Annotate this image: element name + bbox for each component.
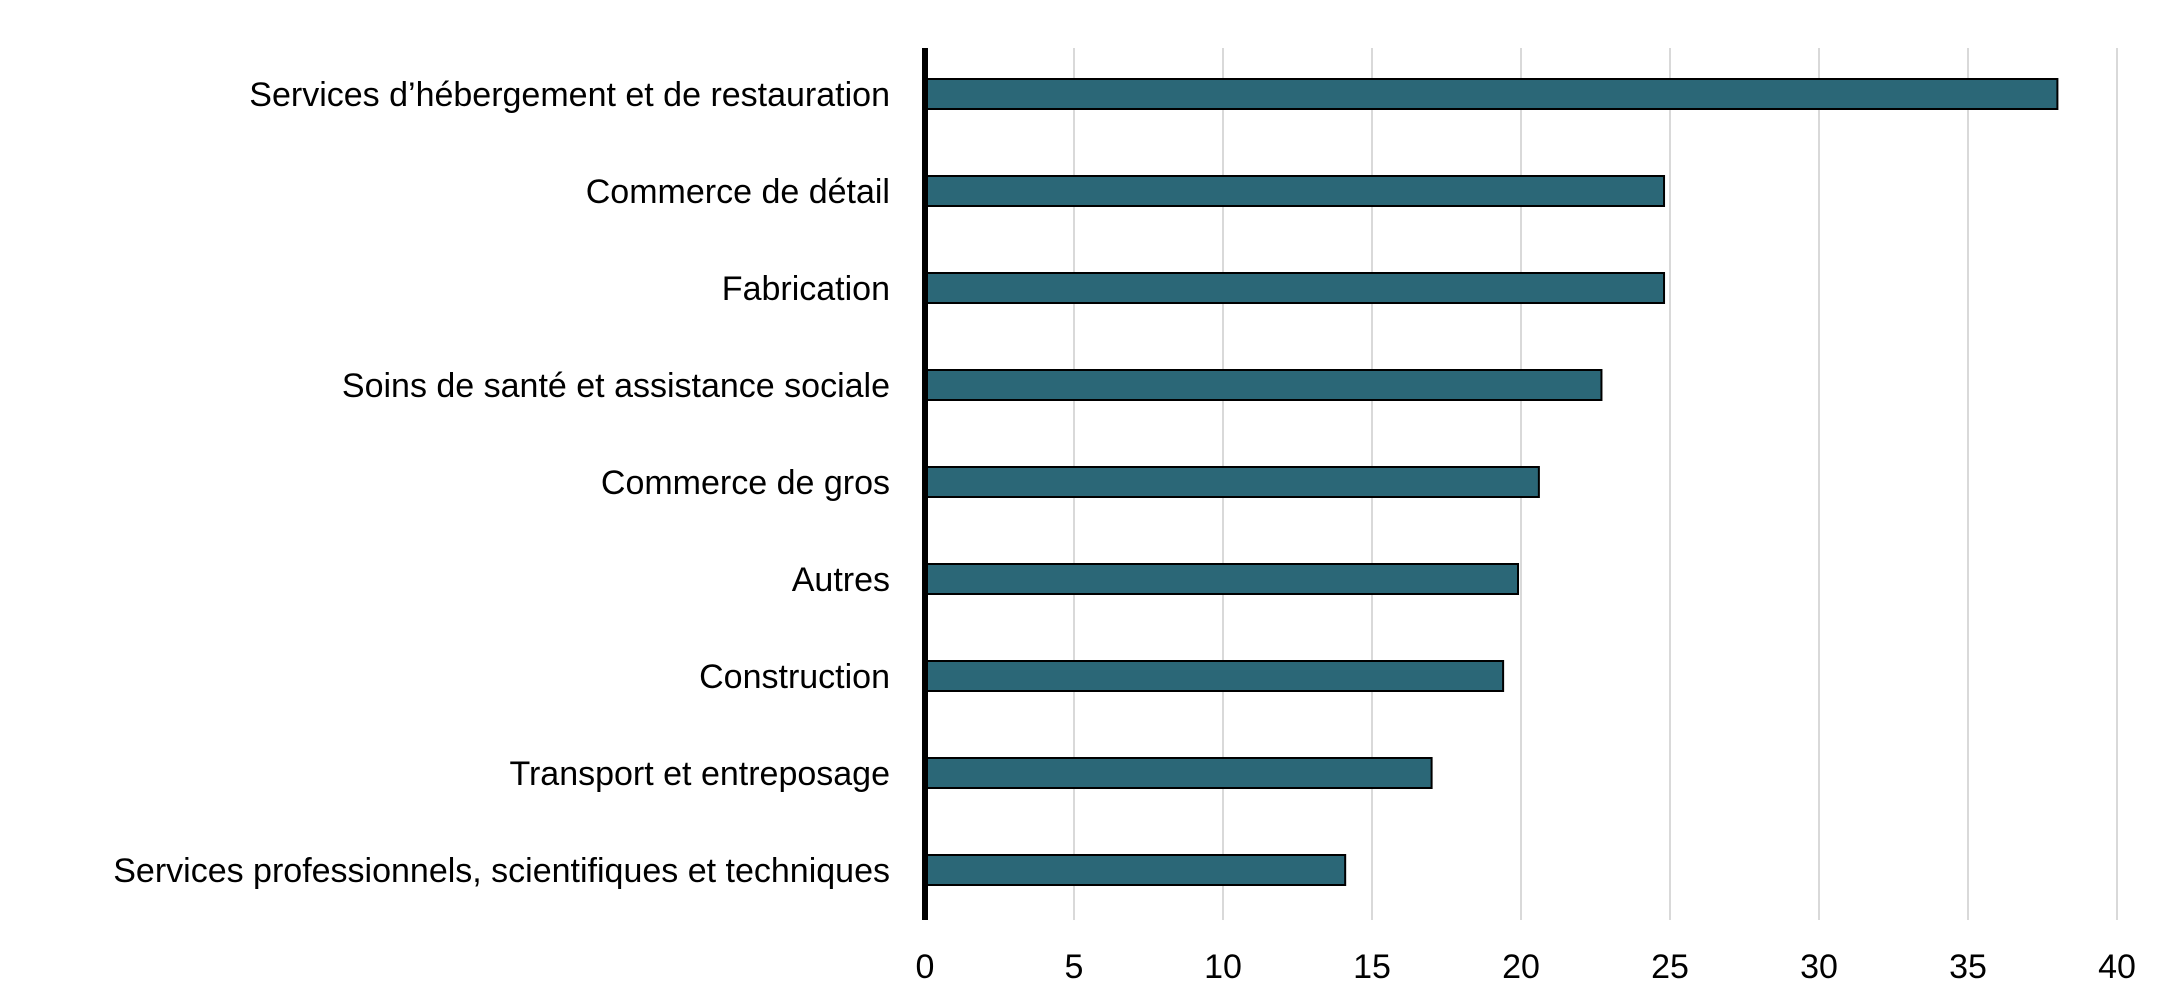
category-label: Construction <box>699 658 890 696</box>
category-label: Services professionnels, scientifiques e… <box>113 852 890 890</box>
bar <box>924 854 1347 886</box>
category-label: Commerce de détail <box>586 173 890 211</box>
bar <box>924 563 1520 595</box>
category-label: Transport et entreposage <box>509 755 890 793</box>
bars <box>924 78 2059 886</box>
category-label: Fabrication <box>722 270 890 308</box>
bar <box>924 369 1603 401</box>
x-tick-label: 0 <box>916 948 935 986</box>
x-tick-label: 35 <box>1949 948 1987 986</box>
x-tick-label: 15 <box>1353 948 1391 986</box>
bar <box>924 272 1666 304</box>
category-labels: Services d’hébergement et de restauratio… <box>113 76 890 890</box>
x-tick-labels: 0 5 10 15 20 25 30 35 40 <box>916 948 2136 986</box>
category-label: Soins de santé et assistance sociale <box>342 367 890 405</box>
x-tick-label: 20 <box>1502 948 1540 986</box>
x-tick-label: 5 <box>1065 948 1084 986</box>
category-label: Autres <box>792 561 890 599</box>
category-label: Services d’hébergement et de restauratio… <box>249 76 890 114</box>
bar <box>924 78 2059 110</box>
x-tick-label: 30 <box>1800 948 1838 986</box>
bar <box>924 757 1433 789</box>
x-tick-label: 25 <box>1651 948 1689 986</box>
bar <box>924 466 1540 498</box>
bar <box>924 660 1505 692</box>
bar <box>924 175 1666 207</box>
x-tick-label: 10 <box>1204 948 1242 986</box>
category-label: Commerce de gros <box>601 464 890 502</box>
x-tick-label: 40 <box>2098 948 2136 986</box>
